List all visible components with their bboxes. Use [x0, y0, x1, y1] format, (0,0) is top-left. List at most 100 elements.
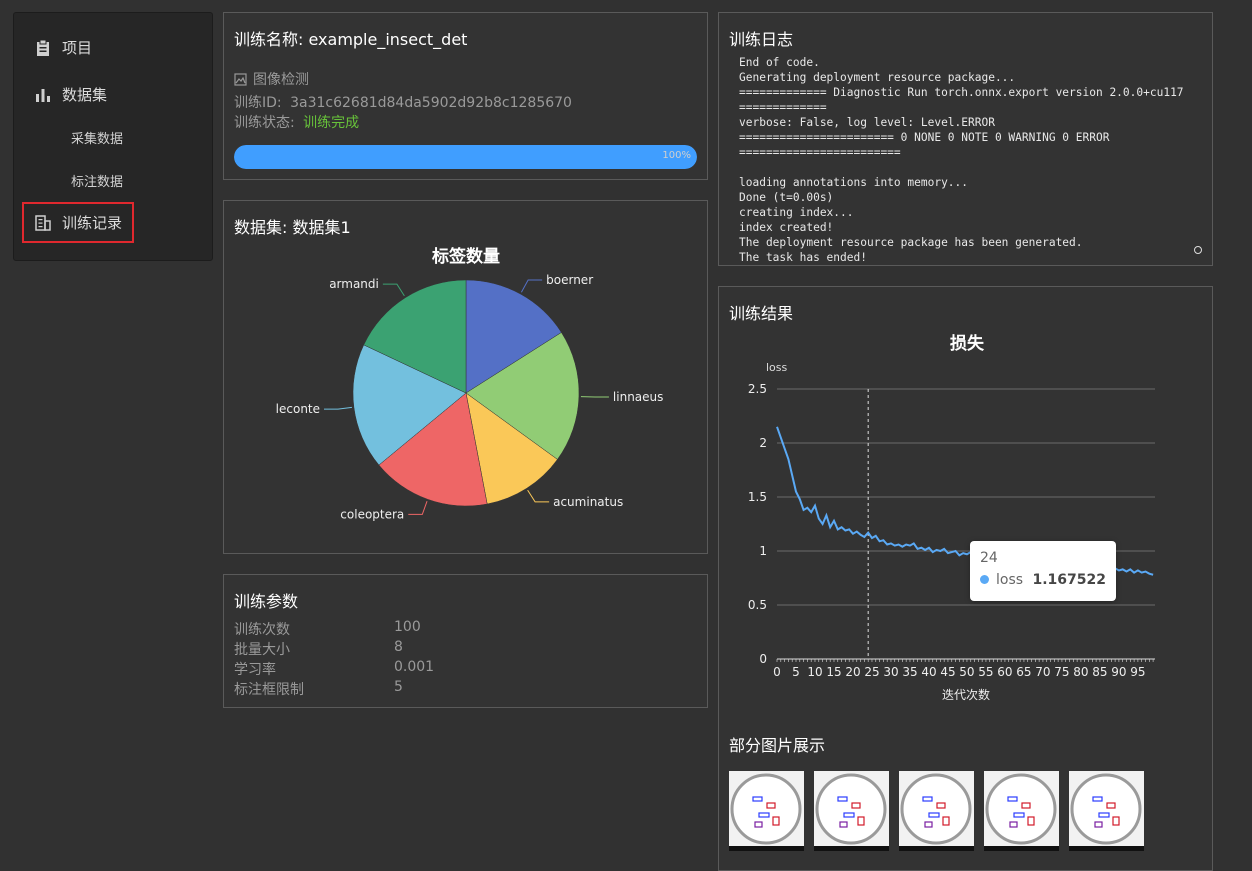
param-label: 训练次数 [234, 622, 290, 638]
label-count-pie-chart: 标签数量boernerlinnaeusacuminatuscoleopteral… [224, 231, 707, 551]
param-row-batch-size: 批量大小 8 [234, 639, 290, 659]
sidebar-item-training-records[interactable]: 训练记录 [24, 204, 132, 241]
log-output[interactable]: End of code.Generating deployment resour… [739, 45, 1209, 265]
training-id-row: 训练ID: 3a31c62681d84da5902d92b8c1285670 [234, 92, 572, 112]
param-value: 0.001 [394, 659, 434, 675]
log-line: ======================== [739, 145, 1184, 160]
x-tick-label: 60 [997, 665, 1012, 679]
y-tick-label: 0 [759, 652, 767, 666]
x-tick-label: 10 [807, 665, 822, 679]
x-tick-label: 75 [1054, 665, 1069, 679]
chart-tooltip: 24 loss 1.167522 [970, 541, 1116, 601]
sidebar-item-label: 数据集 [62, 84, 107, 105]
tooltip-marker [980, 575, 989, 584]
training-info-panel: 训练名称: example_insect_det 图像检测 训练ID: 3a31… [223, 12, 708, 180]
pie-label-line [324, 407, 352, 409]
gallery-thumbnail[interactable] [899, 771, 974, 851]
log-line: ============= [739, 100, 1184, 115]
log-line: ============= Diagnostic Run torch.onnx.… [739, 85, 1184, 100]
x-tick-label: 35 [902, 665, 917, 679]
insect-sample-image [899, 771, 974, 851]
param-value: 5 [394, 679, 403, 695]
insect-sample-image [814, 771, 889, 851]
param-label: 标注框限制 [234, 682, 304, 698]
scroll-indicator[interactable] [1194, 246, 1202, 254]
param-label: 学习率 [234, 662, 276, 678]
training-name-title: 训练名称: example_insect_det [234, 26, 467, 50]
log-line: ======================= 0 NONE 0 NOTE 0 … [739, 130, 1184, 145]
y-tick-label: 1.5 [748, 490, 767, 504]
x-tick-label: 45 [940, 665, 955, 679]
sidebar-item-annotate-data[interactable]: 标注数据 [71, 171, 123, 190]
y-tick-label: 2 [759, 436, 767, 450]
training-params-panel: 训练参数 训练次数 100 批量大小 8 学习率 0.001 标注框限制 5 [223, 574, 708, 708]
x-tick-label: 40 [921, 665, 936, 679]
bar-chart-icon [34, 86, 52, 104]
param-value: 100 [394, 619, 421, 635]
log-line: End of code. [739, 55, 1184, 70]
log-line: The deployment resource package has been… [739, 235, 1184, 250]
training-progress-bar: 100% [234, 145, 697, 169]
x-tick-label: 50 [959, 665, 974, 679]
sidebar-item-label: 训练记录 [62, 212, 122, 233]
training-status-row: 训练状态: 训练完成 [234, 112, 359, 132]
pie-label: armandi [329, 277, 379, 291]
x-tick-label: 65 [1016, 665, 1031, 679]
log-line: Generating deployment resource package..… [739, 70, 1184, 85]
log-line [739, 160, 1184, 175]
x-tick-label: 80 [1073, 665, 1088, 679]
sidebar-item-collect-data[interactable]: 采集数据 [71, 128, 123, 147]
tooltip-value: 1.167522 [1032, 572, 1106, 588]
x-tick-label: 15 [826, 665, 841, 679]
params-title: 训练参数 [234, 588, 298, 612]
loss-title: 损失 [950, 333, 985, 354]
training-log-panel: 训练日志 End of code.Generating deployment r… [718, 12, 1213, 266]
gallery-title: 部分图片展示 [729, 732, 825, 756]
y-tick-label: 1 [759, 544, 767, 558]
y-tick-label: 0.5 [748, 598, 767, 612]
progress-fill [234, 145, 697, 169]
task-type-label: 图像检测 [253, 69, 309, 89]
pie-label-line [383, 284, 405, 296]
insect-sample-image [1069, 771, 1144, 851]
log-line: Done (t=0.00s) [739, 190, 1184, 205]
gallery-thumbnail[interactable] [729, 771, 804, 851]
x-axis-label: 迭代次数 [942, 687, 990, 702]
x-tick-label: 20 [845, 665, 860, 679]
pie-label: leconte [276, 402, 320, 416]
x-tick-label: 0 [773, 665, 781, 679]
pie-label: coleoptera [340, 507, 404, 521]
pie-label-line [408, 501, 427, 514]
x-tick-label: 55 [978, 665, 993, 679]
pie-label: linnaeus [613, 390, 663, 404]
x-tick-label: 5 [792, 665, 800, 679]
y-axis-label: loss [766, 361, 788, 374]
tooltip-x: 24 [980, 550, 998, 566]
progress-text: 100% [662, 150, 691, 161]
tooltip-series: loss [996, 572, 1023, 588]
building-icon [34, 214, 52, 232]
pie-label-line [528, 490, 550, 502]
training-status-value: 训练完成 [303, 115, 359, 131]
clipboard-icon [34, 39, 52, 57]
sidebar-item-datasets[interactable]: 数据集 [34, 84, 107, 105]
gallery-thumbnail[interactable] [1069, 771, 1144, 851]
param-row-box-limit: 标注框限制 5 [234, 679, 304, 699]
x-tick-label: 85 [1092, 665, 1107, 679]
training-id-value: 3a31c62681d84da5902d92b8c1285670 [290, 95, 572, 111]
gallery-thumbnail[interactable] [814, 771, 889, 851]
sidebar-item-projects[interactable]: 项目 [34, 37, 92, 58]
insect-sample-image [729, 771, 804, 851]
param-row-epochs: 训练次数 100 [234, 619, 290, 639]
task-type: 图像检测 [234, 69, 309, 89]
sidebar-item-label: 项目 [62, 37, 92, 58]
x-tick-label: 70 [1035, 665, 1050, 679]
gallery-thumbnail[interactable] [984, 771, 1059, 851]
param-label: 批量大小 [234, 642, 290, 658]
training-status-label: 训练状态: [234, 115, 295, 131]
param-row-learning-rate: 学习率 0.001 [234, 659, 276, 679]
x-tick-label: 30 [883, 665, 898, 679]
